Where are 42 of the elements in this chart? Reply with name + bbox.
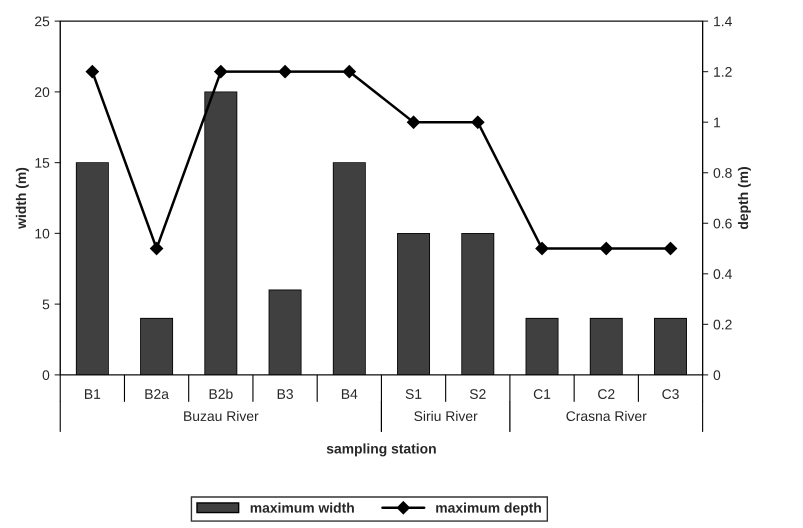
y2-tick-label: 0.4 — [714, 269, 732, 279]
y-tick-label: 15 — [35, 158, 50, 168]
y-axis-title: width (m) — [16, 168, 29, 229]
legend-label: maximum width — [250, 502, 354, 513]
y2-tick-label: 0 — [714, 370, 720, 380]
point — [471, 116, 484, 129]
y-tick-label: 25 — [35, 16, 50, 26]
point — [406, 116, 420, 129]
x-tick-label: C2 — [598, 389, 614, 399]
point — [342, 65, 356, 78]
y2-tick-label: 1 — [714, 118, 720, 128]
point — [150, 242, 164, 256]
point — [664, 242, 678, 256]
x-tick-label: B4 — [342, 389, 358, 399]
text: Siriu River — [414, 410, 478, 422]
point — [214, 65, 228, 78]
y2-tick-label: 1.4 — [714, 16, 732, 26]
y-tick-label: 20 — [35, 87, 50, 98]
x-tick-label: C1 — [534, 389, 550, 399]
x-tick-label: B2a — [145, 389, 169, 399]
x-tick-label: C3 — [662, 389, 679, 399]
x-tick-label: S1 — [406, 389, 422, 399]
y-tick-label: 10 — [35, 228, 50, 239]
point — [278, 65, 292, 78]
y2-axis-title: depth (m) — [738, 167, 751, 230]
text: Crasna River — [566, 410, 647, 422]
point — [600, 242, 613, 256]
y-tick-label: 5 — [42, 300, 50, 310]
y2-tick-label: 0.2 — [714, 320, 732, 330]
x-tick-label: B2b — [210, 388, 233, 399]
x-axis-title: sampling station — [326, 443, 436, 456]
x-tick-label: S2 — [470, 389, 486, 399]
y2-tick-label: 1.2 — [714, 66, 732, 77]
legend-label: maximum depth — [436, 502, 541, 516]
x-tick-label: B3 — [278, 389, 293, 399]
y2-tick-label: 0.8 — [714, 168, 732, 178]
y-tick-label: 0 — [42, 370, 50, 380]
x-tick-label: B1 — [84, 389, 100, 399]
point — [535, 242, 549, 256]
y2-tick-label: 0.6 — [714, 218, 732, 228]
text: Buzau River — [184, 410, 258, 422]
point — [86, 65, 99, 78]
